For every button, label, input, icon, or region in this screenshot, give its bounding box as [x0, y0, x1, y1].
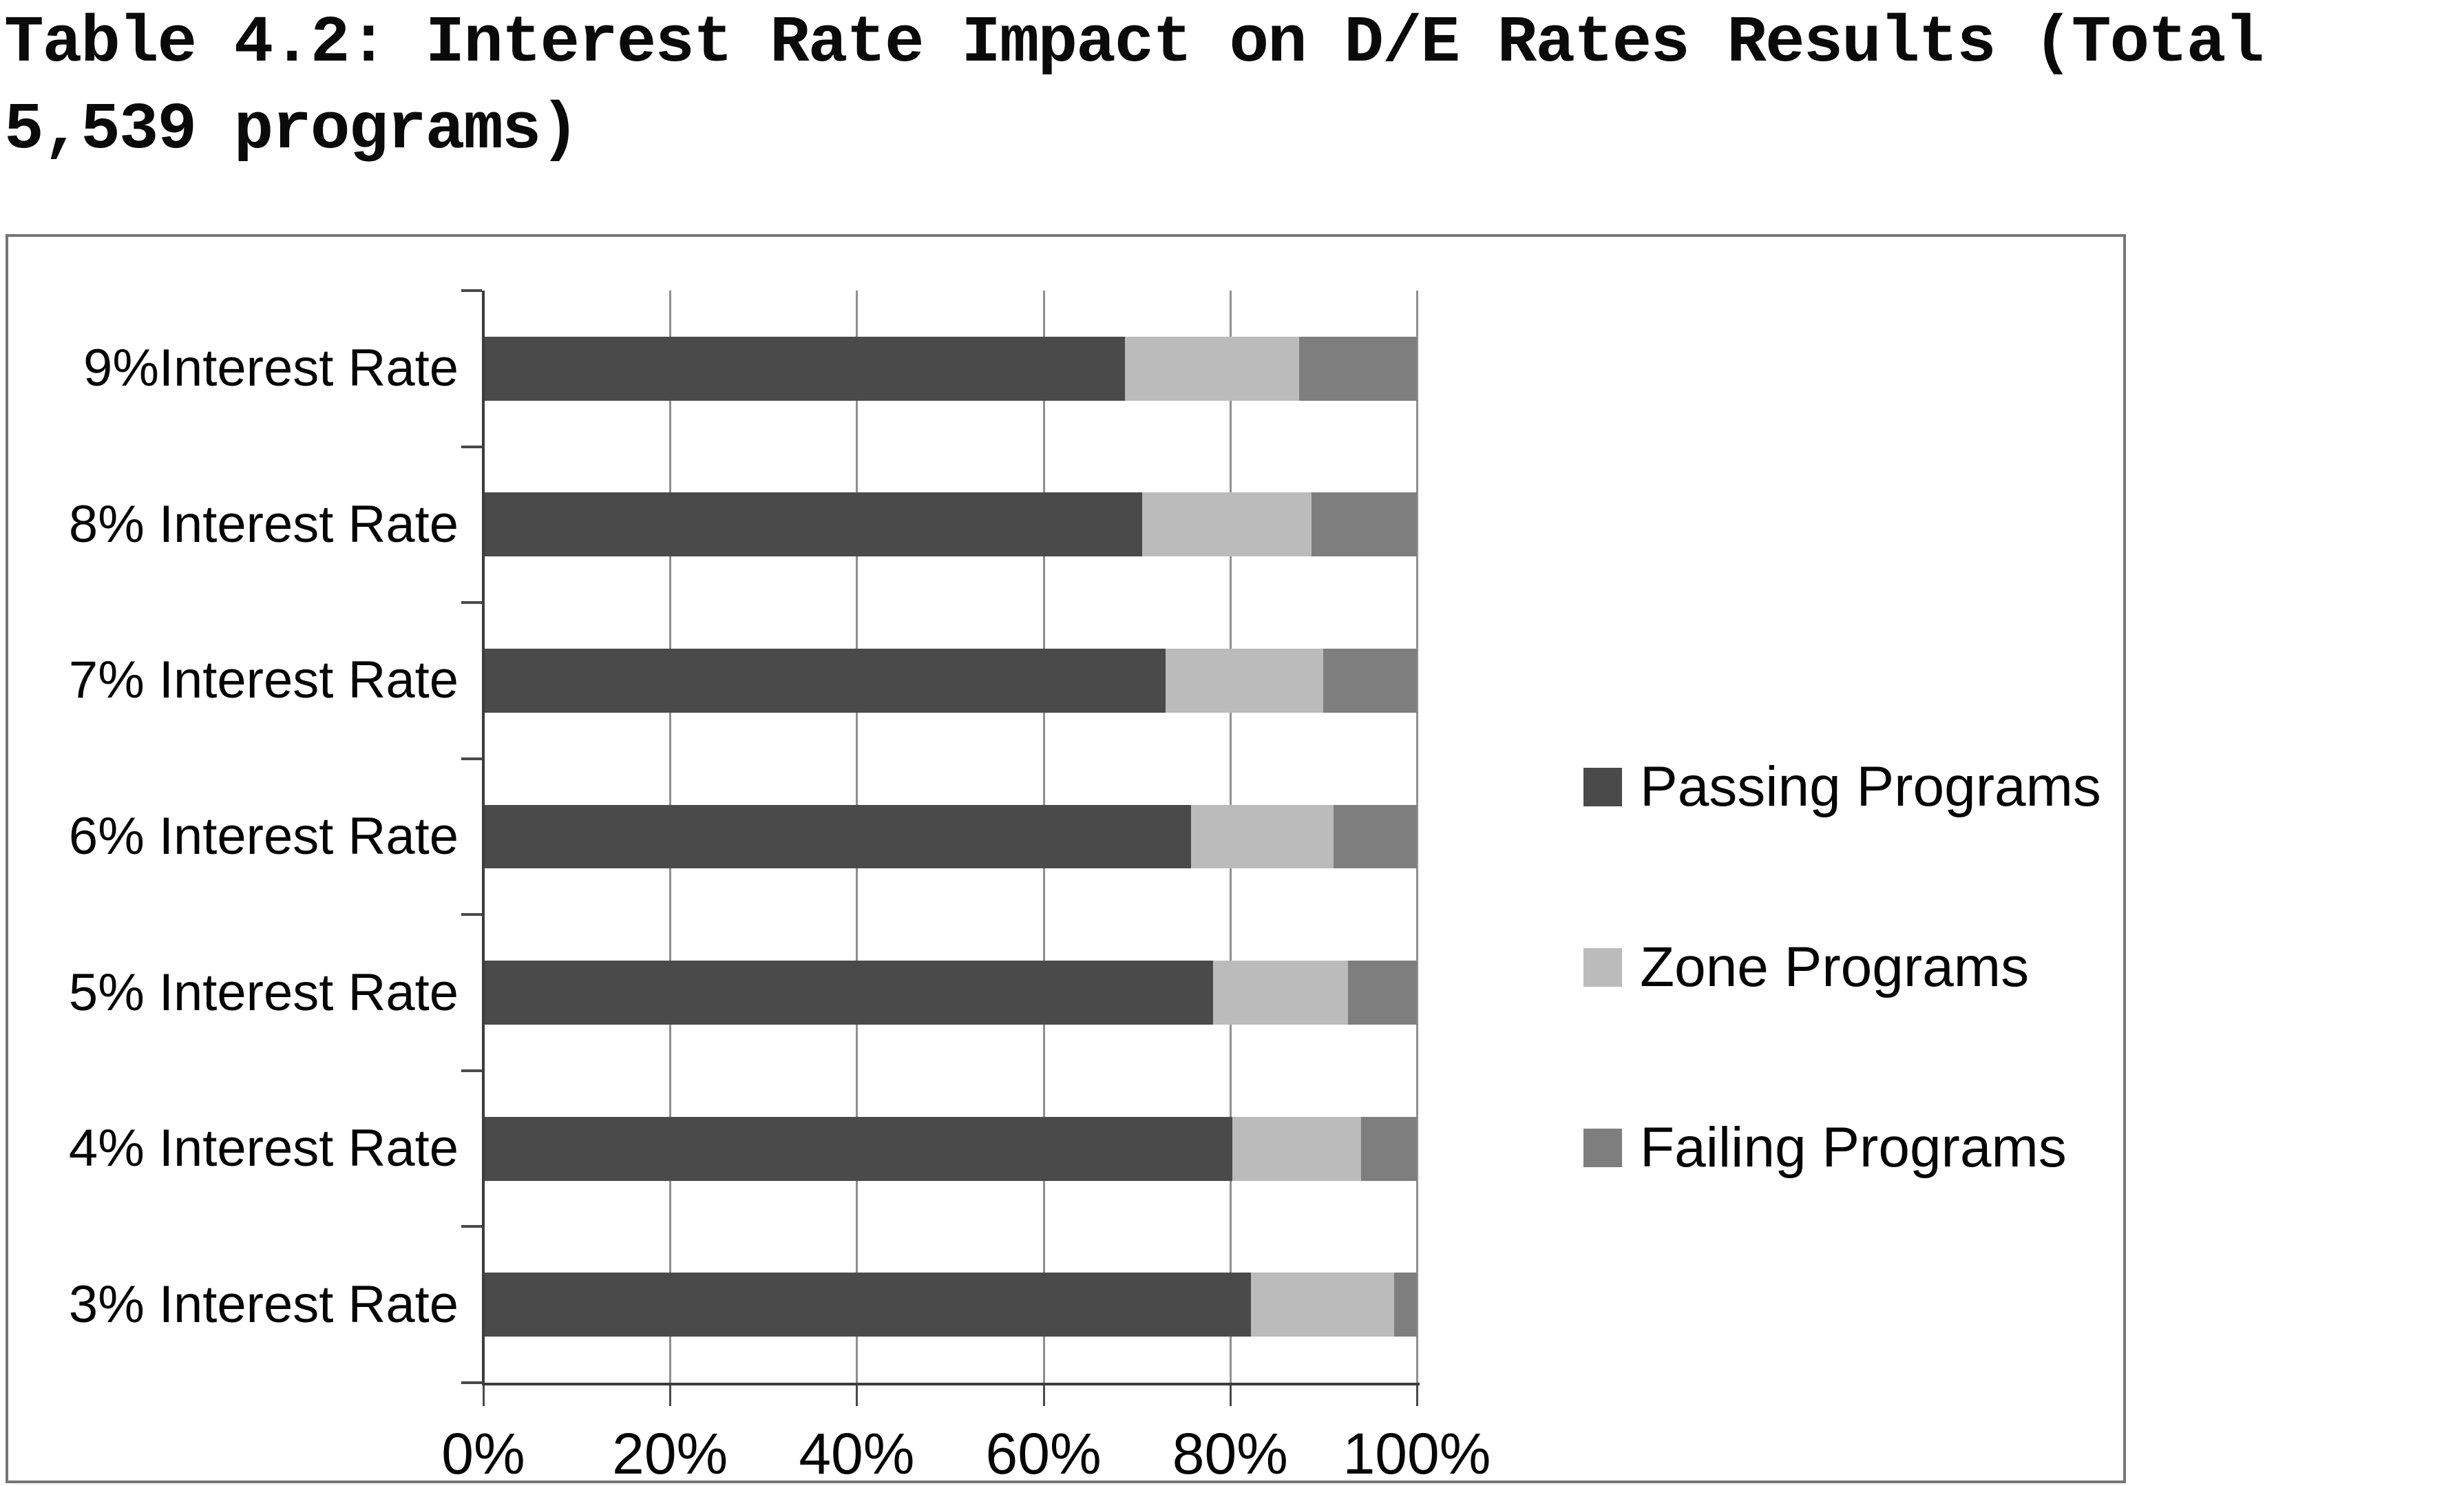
bar-segment-zone [1142, 492, 1312, 557]
legend: Passing Programs Zone Programs Failing Pro… [1583, 755, 2114, 1202]
category-label: 4% Interest Rate [68, 1119, 459, 1178]
legend-item: Passing Programs [1583, 755, 2101, 819]
bar-segment-failing [1299, 336, 1417, 401]
gridline [1416, 291, 1418, 1383]
y-axis-tick [461, 445, 482, 448]
legend-swatch [1583, 1129, 1622, 1167]
x-tick-label: 0% [441, 1421, 525, 1486]
chart-title-line-1: Table 4.2: Interest Rate Impact on D/E R… [4, 6, 2264, 81]
stacked-bar [483, 648, 1417, 713]
legend-label: Zone Programs [1640, 936, 2030, 998]
y-axis-tick [461, 913, 482, 917]
bar-segment-failing [1334, 804, 1417, 869]
legend-item: Zone Programs [1583, 935, 2029, 1000]
bar-segment-zone [1124, 336, 1300, 401]
bar-row [483, 291, 1417, 447]
bar-row [483, 603, 1417, 759]
category-label: 7% Interest Rate [68, 651, 459, 710]
bar-segment-zone [1190, 804, 1334, 869]
bar-row [483, 1071, 1417, 1227]
bar-segment-passing [483, 492, 1143, 557]
legend-label: Failing Programs [1640, 1116, 2067, 1179]
y-axis-tick [461, 757, 482, 760]
bar-row [483, 759, 1417, 915]
x-axis-line [482, 1383, 1420, 1385]
stacked-bar [483, 961, 1417, 1025]
x-tick-label: 100% [1342, 1421, 1491, 1486]
stacked-bar [483, 1273, 1417, 1337]
stacked-bar [483, 1116, 1417, 1181]
y-axis-line [482, 291, 485, 1383]
y-axis-tick [461, 1069, 482, 1072]
stacked-bar [483, 492, 1417, 557]
bar-segment-passing [483, 336, 1125, 401]
bar-segment-failing [1311, 492, 1417, 557]
x-axis-tick [856, 1385, 859, 1406]
plot-area [461, 289, 1420, 1406]
x-tick-label: 20% [612, 1421, 728, 1486]
category-axis: 9%Interest Rate 8% Interest Rate 7% Intere… [25, 291, 459, 1383]
legend-label: Passing Programs [1640, 755, 2101, 818]
x-axis-tick [483, 1385, 485, 1406]
bar-segment-passing [483, 961, 1214, 1025]
stacked-bar [483, 804, 1417, 869]
bar-row [483, 1226, 1417, 1383]
bar-row [483, 914, 1417, 1071]
category-label: 6% Interest Rate [68, 807, 459, 866]
legend-item: Failing Programs [1583, 1116, 2067, 1180]
x-tick-label: 80% [1172, 1421, 1288, 1486]
bar-segment-passing [483, 804, 1191, 869]
x-axis-tick [1229, 1385, 1232, 1406]
bar-segment-failing [1360, 1116, 1417, 1181]
y-axis-tick [461, 601, 482, 605]
bar-segment-failing [1323, 648, 1417, 713]
chart-figure: 9%Interest Rate 8% Interest Rate 7% Intere… [6, 234, 2126, 1486]
bar-segment-zone [1232, 1116, 1361, 1181]
x-axis-labels: 0% 20% 40% 60% 80% 100% [441, 1416, 1491, 1486]
category-label: 5% Interest Rate [68, 963, 459, 1022]
bar-segment-passing [483, 648, 1166, 713]
chart-title: Table 4.2: Interest Rate Impact on D/E R… [4, 0, 2464, 174]
x-axis-tick [669, 1385, 672, 1406]
x-axis-tick [1416, 1385, 1418, 1406]
bar-segment-zone [1213, 961, 1348, 1025]
chart-title-line-2: 5,539 programs) [4, 92, 580, 167]
bar-segment-failing [1347, 961, 1417, 1025]
bar-segment-failing [1394, 1273, 1417, 1337]
bar-segment-zone [1166, 648, 1324, 713]
x-tick-label: 60% [985, 1421, 1102, 1486]
stacked-bar [483, 336, 1417, 401]
x-tick-label: 40% [799, 1421, 915, 1486]
category-label: 8% Interest Rate [68, 494, 459, 554]
legend-swatch [1583, 948, 1622, 987]
y-axis-tick [461, 1381, 482, 1384]
bar-segment-zone [1250, 1273, 1395, 1337]
y-axis-tick [461, 1225, 482, 1228]
bar-row [483, 447, 1417, 603]
bar-segment-passing [483, 1116, 1232, 1181]
legend-swatch [1583, 768, 1622, 806]
category-label: 9%Interest Rate [83, 339, 459, 398]
x-axis-tick [1042, 1385, 1045, 1406]
bar-segment-passing [483, 1273, 1251, 1337]
y-axis-tick [461, 289, 482, 292]
category-label: 3% Interest Rate [68, 1275, 459, 1334]
